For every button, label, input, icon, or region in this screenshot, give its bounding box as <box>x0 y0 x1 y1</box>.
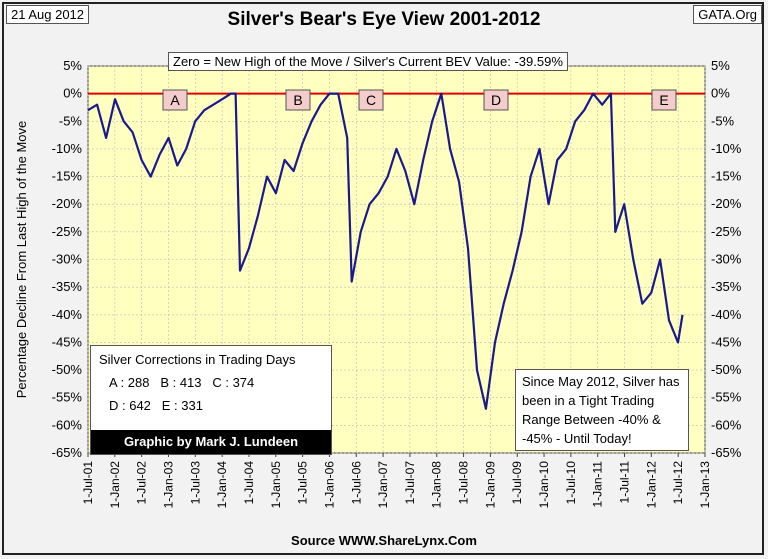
y-tick-label-right: 5% <box>711 58 730 73</box>
correction-marker-d <box>483 89 509 111</box>
y-tick-label-right: -10% <box>711 141 742 156</box>
x-tick-label: 1-Jan-04 <box>215 461 229 509</box>
x-tick-label: 1-Jul-04 <box>242 461 256 505</box>
y-tick-label-left: -25% <box>52 224 83 239</box>
x-tick-label: 1-Jan-08 <box>430 461 444 509</box>
note-line1: Since May 2012, Silver has <box>522 374 680 389</box>
x-tick-label: 1-Jul-06 <box>349 461 363 505</box>
footer-source: Source WWW.ShareLynx.Com <box>291 533 477 548</box>
x-tick-label: 1-Jul-03 <box>188 461 202 505</box>
correction-marker-label: D <box>491 92 501 108</box>
corrections-title: Silver Corrections in Trading Days <box>99 352 296 367</box>
y-tick-label-left: -20% <box>52 196 83 211</box>
y-tick-label-right: -20% <box>711 196 742 211</box>
date-label: 21 Aug 2012 <box>6 5 90 24</box>
x-tick-label: 1-Jul-12 <box>671 461 685 505</box>
y-tick-label-right: -55% <box>711 390 742 405</box>
correction-marker-label: B <box>293 92 302 108</box>
y-tick-label-right: -60% <box>711 417 742 432</box>
x-tick-label: 1-Jul-09 <box>510 461 524 505</box>
y-tick-label-left: -65% <box>52 445 83 460</box>
x-tick-label: 1-Jul-10 <box>564 461 578 505</box>
x-tick-label: 1-Jul-08 <box>457 461 471 505</box>
x-tick-label: 1-Jan-13 <box>698 461 712 509</box>
credit-bar: Graphic by Mark J. Lundeen <box>91 430 331 454</box>
correction-marker-label: C <box>366 92 376 108</box>
note-line2: been in a Tight Trading <box>522 393 655 408</box>
series-line <box>87 92 684 410</box>
x-tick-label: 1-Jul-11 <box>618 461 632 504</box>
x-tick-label: 1-Jan-06 <box>322 461 336 509</box>
y-tick-label-right: 0% <box>711 86 730 101</box>
y-tick-label-right: -65% <box>711 445 742 460</box>
y-tick-label-left: -60% <box>52 417 83 432</box>
y-tick-label-left: -5% <box>59 113 83 128</box>
y-tick-label-right: -50% <box>711 362 742 377</box>
correction-marker-label: A <box>170 92 180 108</box>
x-tick-label: 1-Jan-12 <box>644 461 658 509</box>
y-tick-label-left: -55% <box>52 390 83 405</box>
y-tick-label-left: -50% <box>52 362 83 377</box>
x-tick-label: 1-Jul-07 <box>403 461 417 505</box>
y-axis-label: Percentage Decline From Last High of the… <box>14 121 29 398</box>
correction-marker-label: E <box>659 92 668 108</box>
x-tick-label: 1-Jul-01 <box>81 461 95 505</box>
x-tick-label: 1-Jan-11 <box>591 461 605 508</box>
note-line4: -45% - Until Today! <box>522 431 632 446</box>
x-tick-label: 1-Jan-02 <box>108 461 122 509</box>
y-tick-label-left: -40% <box>52 307 83 322</box>
x-tick-label: 1-Jan-09 <box>483 461 497 509</box>
y-tick-label-right: -40% <box>711 307 742 322</box>
y-tick-label-left: -30% <box>52 252 83 267</box>
y-tick-label-left: 0% <box>63 86 82 101</box>
note-line3: Range Between -40% & <box>522 412 661 427</box>
y-tick-label-left: 5% <box>63 58 82 73</box>
y-tick-label-left: -15% <box>52 169 83 184</box>
x-tick-label: 1-Jul-05 <box>296 461 310 505</box>
y-tick-label-right: -45% <box>711 334 742 349</box>
x-tick-label: 1-Jul-02 <box>135 461 149 505</box>
y-tick-label-right: -25% <box>711 224 742 239</box>
correction-marker-a <box>162 89 188 111</box>
y-tick-label-left: -45% <box>52 334 83 349</box>
x-tick-label: 1-Jan-05 <box>269 461 283 509</box>
y-tick-label-left: -10% <box>52 141 83 156</box>
source-badge: GATA.Org <box>693 5 762 24</box>
corrections-line1: A : 288 B : 413 C : 374 <box>109 375 255 390</box>
y-tick-label-right: -30% <box>711 252 742 267</box>
x-tick-label: 1-Jan-03 <box>161 461 175 509</box>
x-tick-label: 1-Jan-07 <box>376 461 390 509</box>
correction-marker-c <box>358 89 384 111</box>
y-tick-label-right: -35% <box>711 279 742 294</box>
chart-title: Silver's Bear's Eye View 2001-2012 <box>227 9 541 30</box>
y-tick-label-right: -15% <box>711 169 742 184</box>
subtitle-box: Zero = New High of the Move / Silver's C… <box>168 52 568 71</box>
y-tick-label-right: -5% <box>711 113 735 128</box>
note-box: Since May 2012, Silver has been in a Tig… <box>515 369 689 451</box>
correction-marker-b <box>285 89 311 111</box>
y-tick-label-left: -35% <box>52 279 83 294</box>
corrections-line2: D : 642 E : 331 <box>109 398 203 413</box>
corrections-box: Silver Corrections in Trading Days A : 2… <box>90 345 332 455</box>
x-tick-label: 1-Jan-10 <box>537 461 551 509</box>
correction-marker-e <box>651 89 677 111</box>
